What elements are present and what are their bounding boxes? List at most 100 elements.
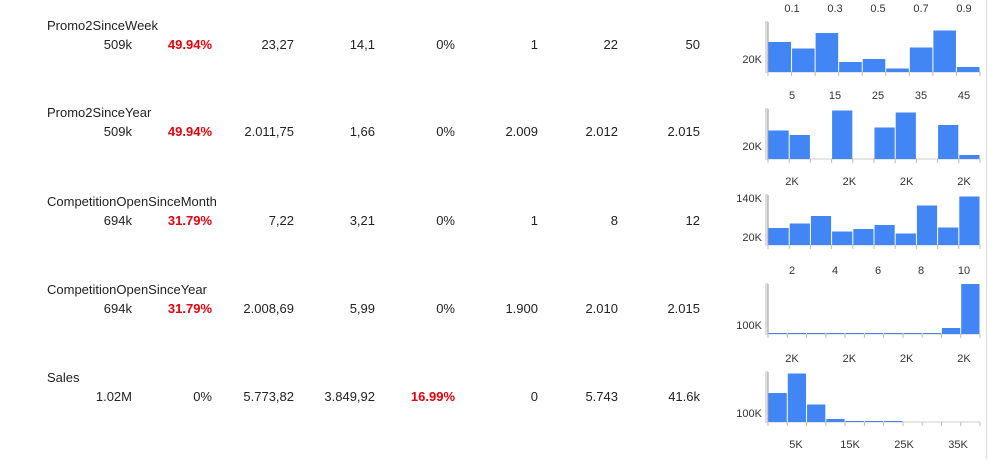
variable-name: CompetitionOpenSinceYear: [47, 282, 207, 297]
histogram-bottom-tick: 15K: [840, 439, 860, 451]
missing-value: 31.79%: [167, 301, 212, 316]
min-value: 0: [530, 389, 538, 404]
histogram-chart[interactable]: 2K 2K 2K 2K 140K 20K: [718, 173, 986, 273]
histogram-y-tick-label: 20K: [742, 141, 762, 153]
mean-value: 5.773,82: [243, 389, 294, 404]
min-value: 1: [530, 213, 538, 228]
histogram-bar[interactable]: [789, 223, 810, 246]
min-value: 1.900: [505, 301, 538, 316]
histogram-bottom-tick: 35K: [948, 439, 968, 451]
histogram-bar[interactable]: [853, 229, 874, 245]
min-value: 2.009: [505, 124, 538, 139]
max-value: 41.6k: [668, 389, 700, 404]
histogram-bottom-tick: 25K: [894, 439, 914, 451]
variable-row[interactable]: Sales 1.02M 0% 5.773,82 3.849,92 16.99% 0 5.743…: [0, 370, 986, 460]
histogram-top-tick: 2K: [785, 353, 799, 365]
histogram-bar[interactable]: [959, 155, 980, 159]
histogram-top-tick: 4: [832, 265, 838, 277]
histogram-chart[interactable]: 5 15 25 35 45 20K: [718, 87, 986, 187]
histogram-chart[interactable]: 2 4 6 8 10 100K: [718, 262, 986, 362]
histogram-bar[interactable]: [938, 125, 959, 159]
zeros-value: 0%: [436, 213, 455, 228]
histogram-top-tick: 0.7: [913, 3, 928, 15]
zeros-value: 16.99%: [410, 389, 455, 404]
missing-value: 49.94%: [167, 124, 212, 139]
histogram-bar[interactable]: [845, 421, 864, 422]
histogram-bar[interactable]: [922, 333, 941, 334]
median-value: 5.743: [585, 389, 618, 404]
histogram-bar[interactable]: [961, 284, 980, 334]
histogram-bottom-tick: 5K: [789, 439, 803, 451]
histogram-chart[interactable]: 0.1 0.3 0.5 0.7 0.9 20K: [718, 0, 986, 100]
histogram-top-tick: 10: [958, 265, 970, 277]
histogram-bar[interactable]: [768, 333, 787, 334]
histogram-bar[interactable]: [959, 196, 980, 246]
histogram-y-tick-label: 20K: [742, 232, 762, 244]
histogram-bar[interactable]: [874, 127, 895, 160]
histogram-bar[interactable]: [938, 227, 959, 246]
variable-name: Sales: [47, 370, 80, 385]
histogram-bar[interactable]: [886, 68, 909, 73]
max-value: 12: [685, 213, 700, 228]
histogram-bar[interactable]: [864, 421, 884, 422]
histogram-bar[interactable]: [768, 130, 789, 160]
histogram-bar[interactable]: [864, 333, 884, 334]
histogram-bar[interactable]: [787, 333, 807, 334]
histogram-bar[interactable]: [956, 67, 980, 72]
histogram-top-tick: 45: [958, 90, 970, 102]
variable-row[interactable]: CompetitionOpenSinceMonth 694k 31.79% 7,22 3…: [0, 194, 986, 284]
histogram-bar[interactable]: [815, 33, 839, 72]
histogram-bar[interactable]: [884, 333, 903, 334]
histogram-bar[interactable]: [895, 233, 916, 246]
histogram-bar[interactable]: [884, 421, 903, 422]
histogram-bar[interactable]: [845, 333, 864, 334]
histogram-bar[interactable]: [941, 328, 961, 334]
histogram-bar[interactable]: [787, 373, 807, 423]
max-value: 2.015: [667, 124, 700, 139]
histogram-bar[interactable]: [895, 112, 916, 160]
histogram-bar[interactable]: [792, 48, 815, 73]
mean-value: 2.008,69: [243, 301, 294, 316]
histogram-bar[interactable]: [916, 205, 938, 246]
max-value: 2.015: [667, 301, 700, 316]
histogram-bar[interactable]: [826, 333, 845, 334]
histogram-bar[interactable]: [826, 419, 845, 422]
median-value: 22: [603, 37, 618, 52]
histogram-bar[interactable]: [874, 225, 895, 245]
variable-row[interactable]: Promo2SinceWeek 509k 49.94% 23,27 14,1 0% 1 22 5…: [0, 18, 986, 108]
histogram-bar[interactable]: [768, 228, 789, 245]
histogram-y-tick-label: 100K: [736, 408, 762, 420]
histogram-bar[interactable]: [807, 404, 826, 423]
histogram-top-tick: 2K: [900, 176, 914, 188]
histogram-bar[interactable]: [832, 110, 853, 160]
histogram-bar[interactable]: [807, 333, 826, 334]
histogram-bar[interactable]: [789, 135, 810, 159]
count-value: 509k: [103, 37, 132, 52]
histogram-chart[interactable]: 2K 2K 2K 2K 100K 5K 15K 25K 35K: [718, 350, 986, 451]
histogram-bar[interactable]: [810, 216, 832, 245]
std-value: 3.849,92: [324, 389, 375, 404]
zeros-value: 0%: [436, 124, 455, 139]
histogram-top-tick: 2K: [785, 176, 799, 188]
histogram-bar[interactable]: [839, 62, 862, 72]
histogram-bar[interactable]: [862, 59, 886, 72]
histogram-top-tick: 6: [875, 265, 881, 277]
histogram-y-tick-label: 100K: [736, 320, 762, 332]
histogram-top-tick: 0.5: [870, 3, 885, 15]
histogram-bar[interactable]: [832, 231, 853, 246]
std-value: 1,66: [349, 124, 375, 139]
std-value: 3,21: [349, 213, 375, 228]
count-value: 694k: [103, 213, 132, 228]
histogram-bar[interactable]: [903, 333, 922, 334]
zeros-value: 0%: [436, 37, 455, 52]
missing-value: 31.79%: [167, 213, 212, 228]
histogram-bar[interactable]: [909, 47, 933, 73]
histogram-bar[interactable]: [768, 393, 787, 422]
histogram-bar[interactable]: [933, 30, 956, 73]
variable-row[interactable]: Promo2SinceYear 509k 49.94% 2.011,75 1,66 0% 2…: [0, 105, 986, 195]
histogram-top-tick: 2K: [900, 353, 914, 365]
histogram-top-tick: 15: [829, 90, 841, 102]
histogram-bar[interactable]: [768, 42, 792, 72]
variable-row[interactable]: CompetitionOpenSinceYear 694k 31.79% 2.008,…: [0, 282, 986, 372]
missing-value: 0%: [193, 389, 212, 404]
